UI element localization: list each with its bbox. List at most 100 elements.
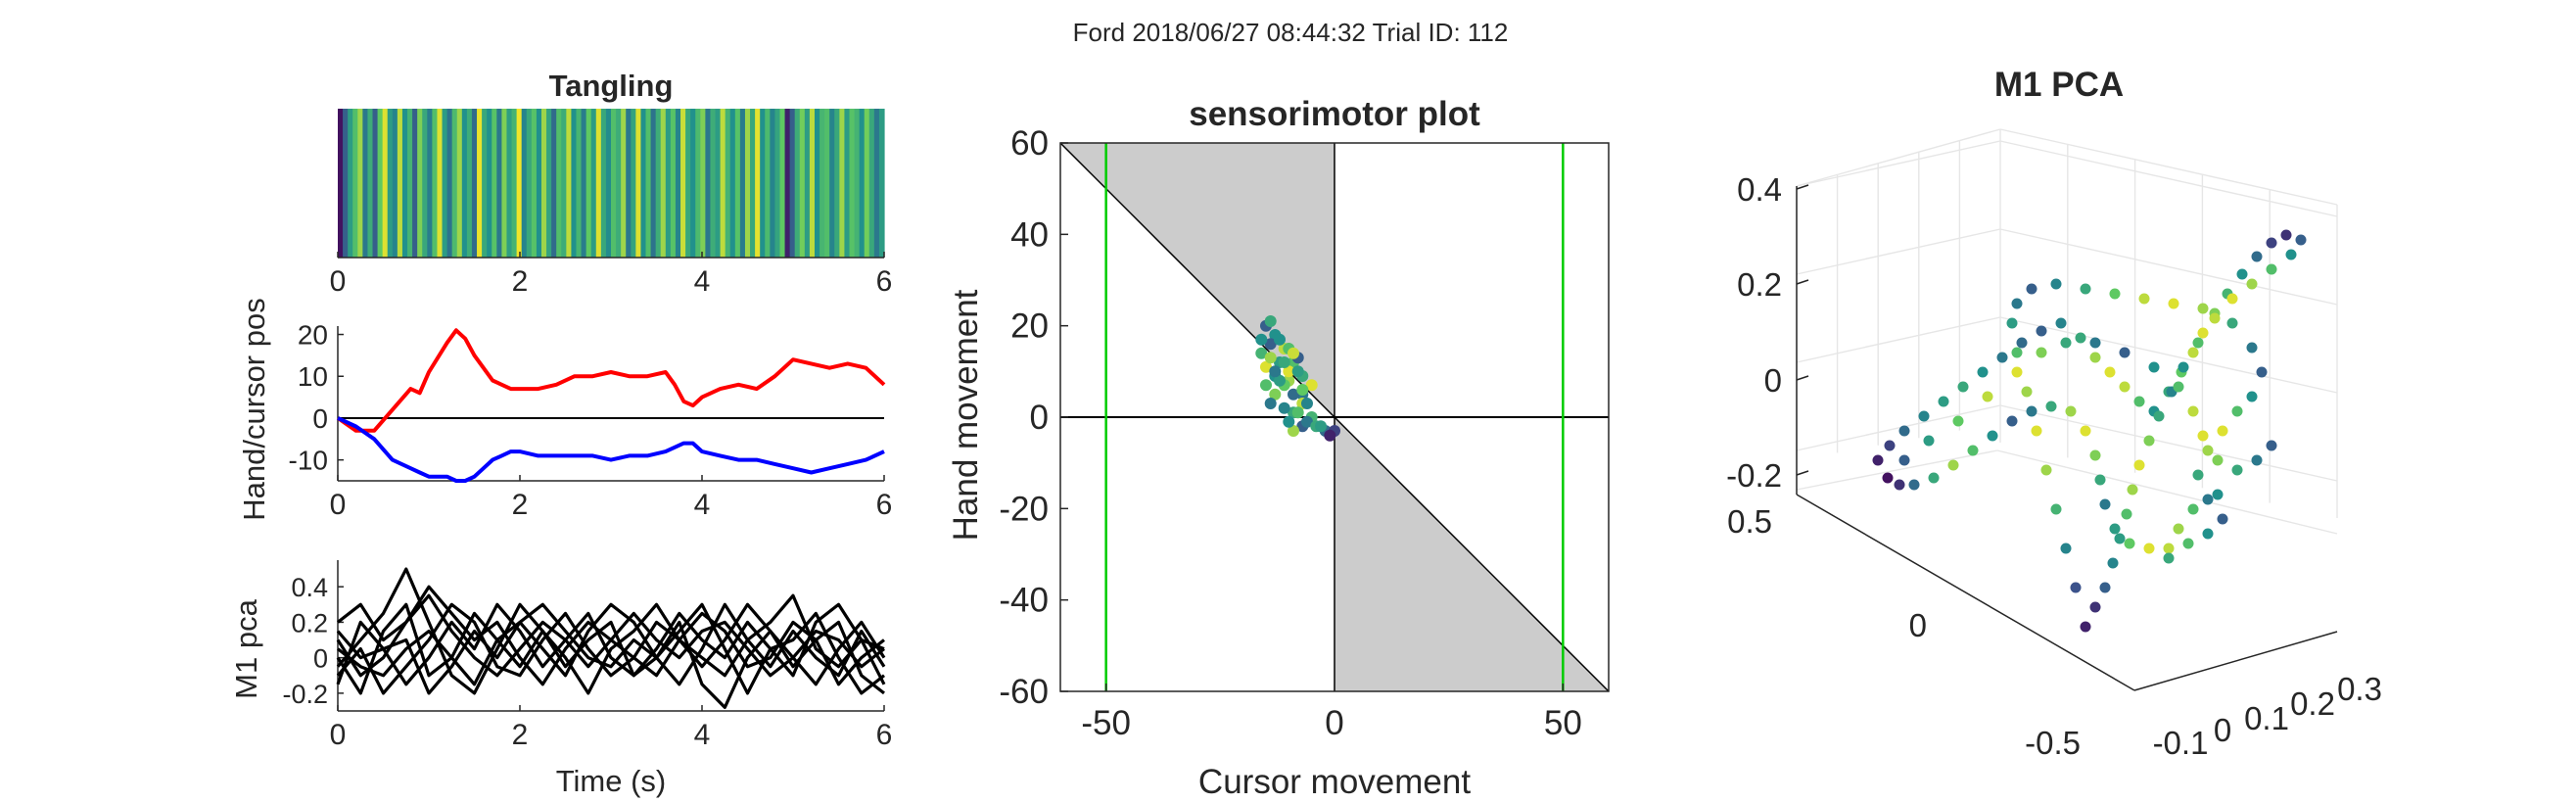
trajectory-point <box>2021 386 2033 398</box>
trajectory-point <box>2280 229 2292 241</box>
heatmap-cell <box>854 109 861 258</box>
trajectory-point <box>2060 543 2072 554</box>
heatmap-cell <box>377 109 384 258</box>
heatmap-cell <box>556 109 562 258</box>
heatmap-cell <box>744 109 751 258</box>
trajectory-point <box>2075 332 2086 344</box>
grid-line <box>1796 228 2001 275</box>
y-tick-label: 10 <box>298 361 328 392</box>
heatmap-cell <box>566 109 573 258</box>
x-tick-label: 0.2 <box>2290 685 2335 722</box>
scatter-point <box>1301 415 1313 428</box>
heatmap-cell <box>531 109 538 258</box>
z-tick-label: 0 <box>1764 362 1782 399</box>
trajectory-point <box>2121 508 2132 520</box>
trajectory-point <box>2143 435 2155 447</box>
z-tick-label: 0.4 <box>1737 171 1782 208</box>
grid-line <box>1796 449 1998 491</box>
tangling-x-tick-label: 2 <box>512 265 529 298</box>
trajectory-point <box>2036 347 2047 358</box>
trajectory-point <box>2016 337 2028 349</box>
trajectory-point <box>2094 474 2106 486</box>
heatmap-cell <box>700 109 706 258</box>
heatmap-cell <box>626 109 632 258</box>
trajectory-point <box>2163 543 2175 554</box>
trajectory-point <box>2295 234 2307 246</box>
trajectory-point <box>2050 278 2062 290</box>
y-tick-label: 40 <box>1010 215 1049 254</box>
trajectory-point <box>2031 425 2042 437</box>
y-axis-line <box>1796 494 2135 691</box>
trajectory-point <box>2212 489 2224 500</box>
x-tick-label: -0.1 <box>2153 725 2209 761</box>
heatmap-cell <box>397 109 403 258</box>
heatmap-cell <box>864 109 870 258</box>
heatmap-cell <box>521 109 528 258</box>
series-line-2 <box>337 416 885 483</box>
scatter-point <box>1274 333 1286 346</box>
x-tick-label: 50 <box>1544 704 1582 742</box>
heatmap-cell <box>779 109 786 258</box>
scatter-point <box>1288 425 1299 437</box>
trajectory-point <box>1872 454 1884 466</box>
trajectory-point <box>1894 479 1905 491</box>
trajectory-point <box>2070 582 2082 593</box>
m1-pca-xlabel: Time (s) <box>556 764 667 798</box>
heatmap-cell <box>849 109 856 258</box>
heatmap-cell <box>407 109 413 258</box>
heatmap-cell <box>873 109 880 258</box>
trajectory-point <box>2226 317 2238 329</box>
scatter-point <box>1278 402 1290 414</box>
trajectory-point <box>2050 503 2062 515</box>
trajectory-point <box>2107 557 2119 569</box>
sensorimotor-panel: sensorimotor plot -50 0 50 -60 -40 -20 0 20 40 60… <box>947 95 1610 801</box>
trajectory-point <box>1952 415 1964 427</box>
m1-pca-traces-panel: 0 2 4 6-0.200.20.4 M1 pca Time (s) <box>229 560 892 798</box>
trajectory-point <box>1996 352 2008 363</box>
y-tick-label: 20 <box>1010 307 1049 346</box>
grid-line <box>1796 128 2001 187</box>
trajectory-point <box>2202 445 2214 456</box>
heatmap-cell <box>680 109 686 258</box>
trajectory-point <box>1918 410 1930 422</box>
x-tick-label: 0 <box>330 489 347 521</box>
heatmap-cell <box>640 109 647 258</box>
heatmap-cell <box>382 109 389 258</box>
heatmap-cell <box>660 109 667 258</box>
tangling-panel: Tangling 0 2 4 6 <box>330 69 893 298</box>
scatter-point <box>1269 365 1282 378</box>
heatmap-cell <box>824 109 830 258</box>
z-tick <box>1796 470 1809 476</box>
y-tick-label: -60 <box>999 673 1049 711</box>
trajectory-point <box>2089 337 2101 349</box>
m1-pca-3d-title: M1 PCA <box>1994 66 2124 104</box>
heatmap-cell <box>705 109 712 258</box>
heatmap-cell <box>471 109 478 258</box>
trajectory-point <box>2202 494 2214 505</box>
hand-cursor-series <box>336 328 886 483</box>
heatmap-cell <box>585 109 592 258</box>
heatmap-cell <box>357 109 363 258</box>
heatmap-cell <box>645 109 652 258</box>
y-tick-label: 0.4 <box>291 573 328 602</box>
heatmap-cell <box>770 109 775 258</box>
trajectory-point <box>1882 472 1894 484</box>
trajectory-point <box>2026 283 2037 295</box>
trajectory-point <box>2011 366 2023 378</box>
heatmap-cell <box>839 109 846 258</box>
scatter-point <box>1288 388 1299 401</box>
y-tick-label: 0 <box>1030 399 1049 437</box>
trajectory-point <box>2168 298 2179 309</box>
heatmap-cell <box>506 109 513 258</box>
trajectory-point <box>2109 523 2121 535</box>
z-tick <box>1796 184 1809 190</box>
tangling-heatmap <box>338 109 885 258</box>
series-line-1 <box>336 328 886 433</box>
trajectory-point <box>2006 317 2018 329</box>
heatmap-cell <box>372 109 379 258</box>
trajectory-point <box>2089 601 2101 613</box>
y-tick-label: 60 <box>1010 124 1049 163</box>
x-axis-line <box>2133 631 2338 691</box>
trajectory-point <box>2173 523 2184 535</box>
